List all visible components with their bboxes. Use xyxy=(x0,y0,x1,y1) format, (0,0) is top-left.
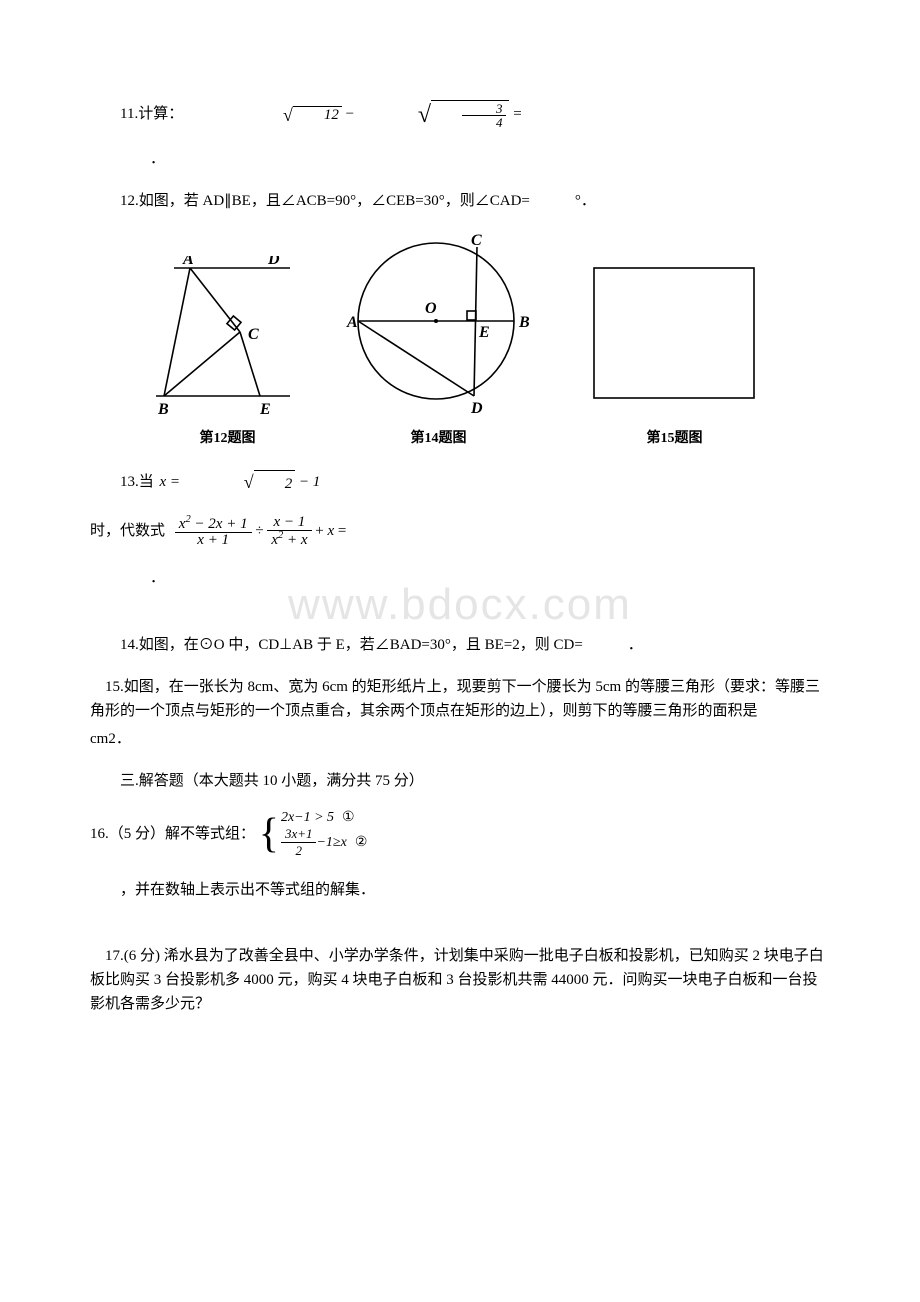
figure-15-svg xyxy=(592,266,757,406)
q13-line2-prefix: 时，代数式 xyxy=(90,523,165,539)
figure-14: C A B D E O 第14题图 xyxy=(341,231,536,450)
svg-text:E: E xyxy=(478,324,490,341)
section-3-heading: 三.解答题（本大题共 10 小题，满分共 75 分） xyxy=(90,769,830,793)
svg-text:C: C xyxy=(248,326,259,343)
figure-15-label: 第15题图 xyxy=(592,428,757,450)
figure-12-label: 第12题图 xyxy=(150,428,305,450)
q16-row1-num: ① xyxy=(342,810,355,825)
figure-15: 第15题图 xyxy=(592,266,757,450)
figure-14-label: 第14题图 xyxy=(341,428,536,450)
svg-text:E: E xyxy=(259,401,271,416)
q16-row2-den: 2 xyxy=(281,843,317,859)
svg-text:O: O xyxy=(425,300,437,317)
svg-text:A: A xyxy=(182,256,194,268)
q16-prefix: 16.（5 分）解不等式组： xyxy=(90,826,255,842)
svg-text:D: D xyxy=(267,256,280,268)
question-16: 16.（5 分）解不等式组： { 2x−1 > 5① 3x+1 2 −1≥x② xyxy=(90,809,830,860)
q13-expression: x2 − 2x + 1 x + 1 ÷ x − 1 x2 + x + x = xyxy=(175,515,347,548)
q15-text: 15.如图，在一张长为 8cm、宽为 6cm 的矩形纸片上，现要剪下一个腰长为 … xyxy=(90,679,820,719)
question-14: 14.如图，在⊙O 中，CD⊥AB 于 E，若∠BAD=30°，且 BE=2，则… xyxy=(90,633,830,657)
q16-row2-circ: ② xyxy=(355,835,368,850)
q16-row1: 2x−1 > 5 xyxy=(281,810,334,825)
q16-row2-num: 3x+1 xyxy=(281,826,317,843)
q13-prefix: 13.当 xyxy=(120,474,154,490)
svg-text:B: B xyxy=(518,314,530,331)
figure-12: A D C B E 第12题图 xyxy=(150,256,305,450)
question-13-line2: 时，代数式 x2 − 2x + 1 x + 1 ÷ x − 1 x2 + x +… xyxy=(90,515,830,548)
q15-tail: cm2． xyxy=(90,727,830,751)
figure-14-svg: C A B D E O xyxy=(341,231,536,416)
q16-tail: ，并在数轴上表示出不等式组的解集． xyxy=(90,878,830,902)
q11-formula: √12 − √ 34 = xyxy=(193,100,522,129)
q11-dot: ． xyxy=(150,147,830,171)
q16-row2-tail: −1≥x xyxy=(316,835,346,850)
question-17: 17.(6 分) 浠水县为了改善全县中、小学办学条件，计划集中采购一批电子白板和… xyxy=(90,944,830,1016)
svg-text:D: D xyxy=(470,400,483,416)
question-12: 12.如图，若 AD∥BE，且∠ACB=90°，∠CEB=30°，则∠CAD= … xyxy=(90,189,830,213)
question-15: 15.如图，在一张长为 8cm、宽为 6cm 的矩形纸片上，现要剪下一个腰长为 … xyxy=(90,675,830,723)
question-13-line1: 13.当 x = √2 − 1 xyxy=(90,468,830,497)
figures-row: A D C B E 第12题图 C A B D E xyxy=(150,231,830,450)
figure-12-svg: A D C B E xyxy=(150,256,305,416)
svg-text:A: A xyxy=(346,314,358,331)
svg-text:C: C xyxy=(471,232,482,249)
svg-text:B: B xyxy=(157,401,169,416)
q13-eq: x = √2 − 1 xyxy=(160,474,321,490)
q13-dot: ． xyxy=(150,566,830,590)
q11-prefix: 11.计算： xyxy=(120,106,183,122)
question-11: 11.计算： √12 − √ 34 = xyxy=(90,100,830,129)
q16-system: { 2x−1 > 5① 3x+1 2 −1≥x② xyxy=(259,809,368,860)
